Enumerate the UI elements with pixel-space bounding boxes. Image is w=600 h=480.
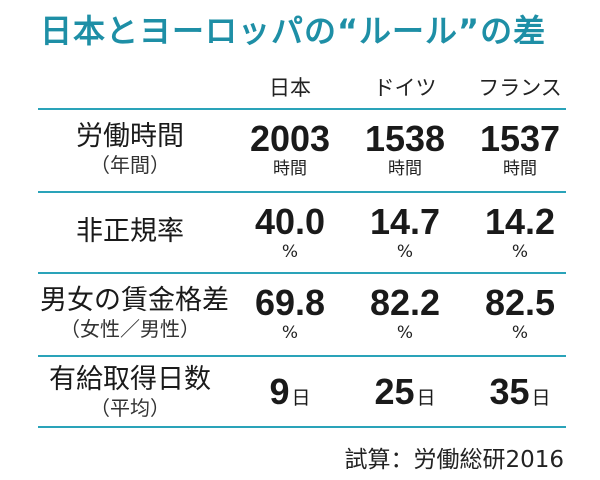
column-header-japan: 日本: [269, 76, 311, 100]
cell-value: 25: [374, 371, 415, 412]
divider-line: [38, 191, 566, 193]
cell-value: 82.5: [484, 282, 556, 323]
cell-unit: 日: [291, 387, 311, 409]
row-label-block: 男女の賃金格差 （女性／男性）: [40, 285, 229, 341]
row-sublabel: （年間）: [90, 153, 170, 177]
table-row-nonregular-rate: 非正規率 40.0 % 14.7 % 14.2 %: [0, 196, 600, 270]
table-title: 日本とヨーロッパの“ルール”の差: [40, 12, 547, 50]
cell-japan: 69.8 %: [225, 282, 355, 344]
cell-germany: 82.2 %: [340, 282, 470, 344]
row-label: 労働時間: [76, 121, 184, 152]
table-row-working-hours: 労働時間 （年間） 2003 時間 1538 時間 1537 時間: [0, 113, 600, 189]
cell-unit: 日: [531, 387, 551, 409]
cell-value: 9: [269, 371, 290, 412]
cell-value: 1537: [479, 118, 561, 159]
cell-unit: %: [511, 323, 529, 343]
table-row-gender-wage-gap: 男女の賃金格差 （女性／男性） 69.8 % 82.2 % 82.5 %: [0, 277, 600, 353]
cell-value: 82.2: [369, 282, 441, 323]
cell-germany: 14.7 %: [340, 201, 470, 263]
cell-unit: 日: [416, 387, 436, 409]
cell-value: 1538: [364, 118, 446, 159]
row-sublabel: （女性／男性）: [60, 317, 200, 341]
source-note: 試算：労働総研2016: [344, 447, 564, 473]
column-header-row: 日本 ドイツ フランス: [0, 72, 600, 102]
row-label-block: 非正規率: [40, 216, 220, 248]
divider-line: [38, 426, 566, 428]
cell-value: 40.0: [254, 201, 326, 242]
cell-unit: %: [281, 323, 299, 343]
cell-unit: %: [396, 323, 414, 343]
divider-line: [38, 355, 566, 357]
cell-unit: 時間: [503, 159, 537, 179]
row-label: 有給取得日数: [49, 364, 211, 395]
row-label-block: 有給取得日数 （平均）: [40, 364, 220, 420]
cell-unit: %: [281, 242, 299, 262]
cell-value: 35: [489, 371, 530, 412]
cell-france: 14.2 %: [455, 201, 585, 263]
cell-value: 69.8: [254, 282, 326, 323]
cell-japan: 40.0 %: [225, 201, 355, 263]
cell-value: 2003: [249, 118, 331, 159]
row-sublabel: （平均）: [90, 396, 170, 420]
cell-unit: %: [511, 242, 529, 262]
row-label: 男女の賃金格差: [40, 285, 229, 316]
cell-value: 14.2: [484, 201, 556, 242]
row-label: 非正規率: [76, 216, 184, 247]
cell-france: 35 日: [455, 372, 585, 412]
row-label-block: 労働時間 （年間）: [40, 121, 220, 177]
divider-line: [38, 272, 566, 274]
cell-unit: 時間: [273, 159, 307, 179]
divider-line: [38, 108, 566, 110]
cell-unit: 時間: [388, 159, 422, 179]
cell-germany: 1538 時間: [340, 118, 470, 180]
cell-france: 1537 時間: [455, 118, 585, 180]
cell-france: 82.5 %: [455, 282, 585, 344]
cell-unit: %: [396, 242, 414, 262]
cell-japan: 2003 時間: [225, 118, 355, 180]
cell-value: 14.7: [369, 201, 441, 242]
column-header-germany: ドイツ: [373, 76, 437, 100]
column-header-france: フランス: [478, 76, 562, 100]
cell-germany: 25 日: [340, 372, 470, 412]
